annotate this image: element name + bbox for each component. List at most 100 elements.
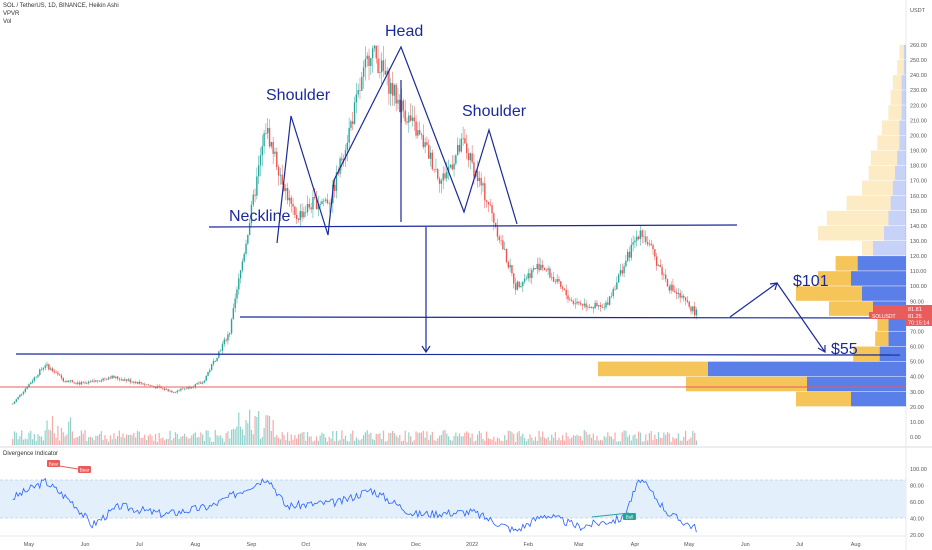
volume-bar (545, 438, 547, 445)
volume-bar (19, 436, 21, 445)
time-tick: Jun (741, 542, 750, 548)
volume-bar (221, 438, 224, 445)
candle-body (134, 381, 137, 383)
volume-bar (104, 435, 106, 445)
volume-bar (185, 436, 187, 445)
volume-bar (438, 435, 441, 445)
volume-bar (164, 440, 166, 445)
vpvr-down-bar (870, 150, 898, 166)
volume-bar (42, 440, 45, 445)
candle-body (194, 384, 197, 388)
price-tick: 190.00 (910, 149, 927, 155)
candle-body (663, 274, 665, 276)
candle-body (444, 173, 446, 179)
candle-body (657, 265, 660, 266)
volume-bar (89, 436, 92, 445)
candle-body (125, 379, 128, 381)
volume-bar (124, 437, 126, 445)
price-tag-1-label: 81.81 (908, 307, 922, 313)
candle-body (122, 379, 124, 381)
volume-bar (205, 430, 207, 445)
volume-bar (145, 440, 148, 445)
time-axis[interactable]: May Jun Jul Aug Sep Oct Nov Dec 2022 Feb Mar Apr May… (24, 542, 861, 548)
symbol-line: SOL / TetherUS, 1D, BINANCE, Heikin Ashi (3, 3, 119, 9)
candle-body (200, 382, 202, 384)
volume-bar (158, 432, 160, 445)
candle-body (171, 390, 173, 393)
candle-body (180, 388, 182, 391)
volume-bar (610, 436, 613, 445)
candle-body (333, 184, 336, 191)
vpvr-up-bar (888, 316, 906, 331)
candle-body (28, 384, 30, 388)
volume-bar (659, 437, 661, 445)
price-tick: 60.00 (910, 345, 924, 351)
volume-bar (390, 433, 392, 445)
time-tick: Aug (190, 542, 200, 548)
time-tick: May (24, 542, 35, 548)
rsi-tick: 100.00 (910, 467, 927, 473)
volume-bar (24, 438, 26, 445)
volume-bar (22, 439, 25, 445)
volume-bar (493, 436, 495, 445)
volume-bar (66, 434, 68, 445)
volume-bar (560, 440, 562, 445)
candle-body (503, 248, 506, 250)
candle-body (413, 117, 415, 122)
lower-target-line (15, 353, 901, 356)
volume-bar (675, 438, 678, 445)
candle-body (321, 201, 323, 205)
candle-body (357, 90, 359, 95)
candle-body (426, 142, 428, 145)
candle-body (693, 306, 696, 316)
volume-bar (692, 430, 694, 445)
volume-bar (321, 432, 323, 445)
candle-body (252, 194, 254, 205)
candle-body (596, 302, 598, 307)
candle-body (579, 303, 582, 305)
candle-body (19, 394, 21, 397)
candle-body (344, 150, 347, 160)
price-tick: 170.00 (910, 179, 927, 185)
volume-bar (413, 440, 415, 445)
volume-bar (133, 433, 135, 445)
candle-body (614, 288, 616, 290)
volume-bar (216, 435, 218, 445)
volume-bar (160, 438, 162, 445)
candle-body (312, 197, 314, 210)
candle-body (594, 302, 596, 309)
candle-body (109, 377, 112, 379)
volume-bar (122, 433, 124, 445)
volume-bar (382, 430, 385, 445)
price-axis[interactable]: 260.00 250.00 240.00 230.00 220.00 210.00 200.… (910, 43, 927, 441)
indicator-vpvr: VPVR (3, 11, 20, 17)
vpvr-up-bar (888, 331, 906, 347)
candle-body (371, 48, 374, 58)
volume-bar (469, 437, 471, 445)
candle-body (308, 203, 311, 208)
candle-body (435, 169, 437, 170)
candle-body (527, 273, 529, 279)
candle-body (127, 379, 130, 381)
rsi-tick: 80.00 (910, 484, 924, 490)
candle-body (408, 115, 410, 123)
candle-body (241, 261, 244, 271)
volume-bar (381, 438, 383, 445)
volume-bar (502, 441, 504, 445)
candle-body (456, 145, 459, 156)
volume-bar (138, 431, 140, 445)
candle-body (386, 70, 388, 75)
volume-bar (457, 436, 459, 445)
candle-body (324, 199, 327, 201)
volume-bar (229, 438, 231, 445)
rsi-tick: 60.00 (910, 500, 924, 506)
candle-body (305, 211, 307, 213)
volume-bar (296, 438, 298, 445)
volume-bar (449, 439, 452, 445)
candle-body (160, 386, 162, 389)
candle-body (619, 270, 622, 275)
candle-body (610, 295, 613, 297)
vpvr-up-bar (903, 60, 906, 75)
candle-body (60, 375, 63, 379)
